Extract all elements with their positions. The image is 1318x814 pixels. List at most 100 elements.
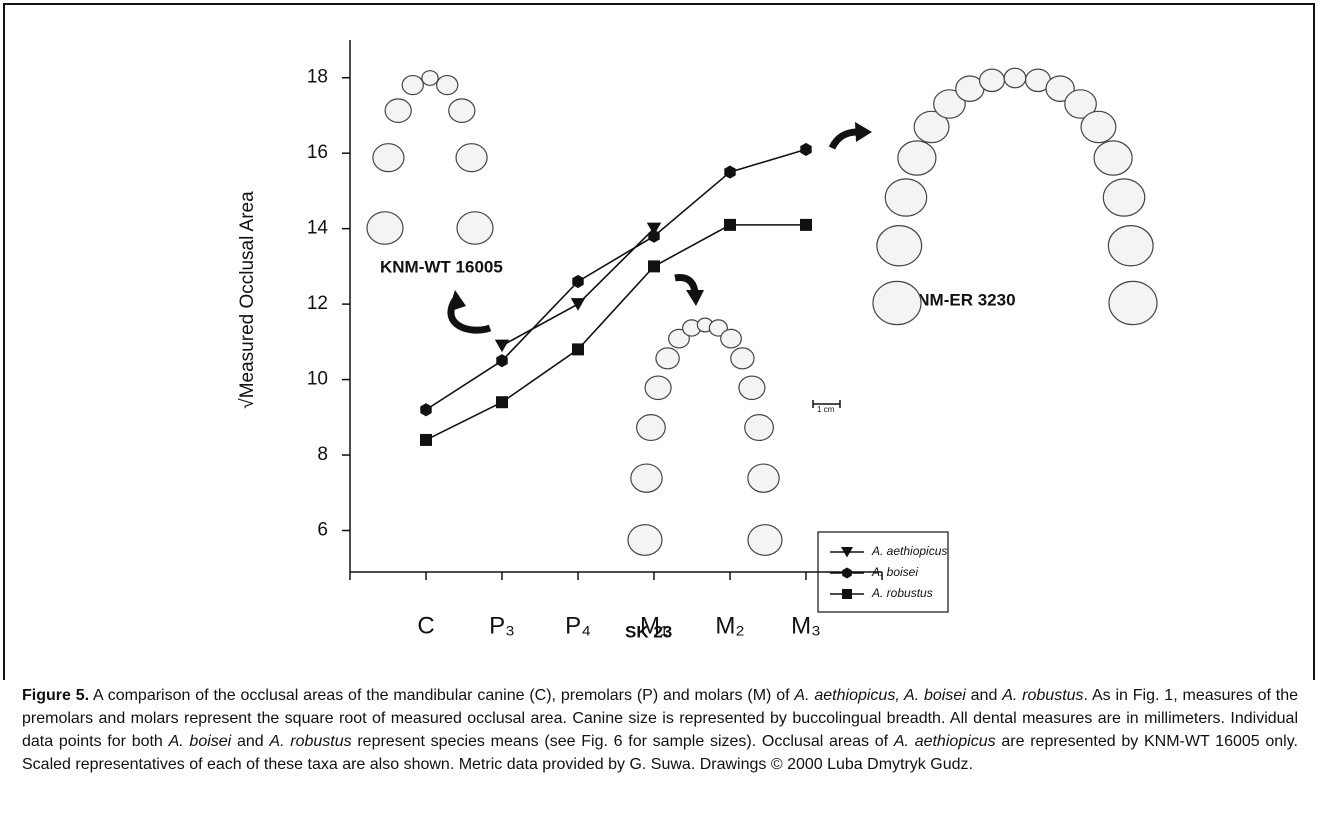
- y-tick-label: 10: [307, 369, 328, 390]
- annotation: SK 23: [625, 622, 672, 641]
- x-tick-label: M₁: [640, 612, 668, 639]
- legend-label: A. robustus: [871, 586, 933, 600]
- marker: [724, 218, 736, 231]
- tooth-drawing: [1064, 89, 1097, 119]
- marker: [648, 229, 660, 243]
- tooth-drawing: [401, 74, 424, 96]
- figure-frame: [3, 3, 1315, 680]
- x-tick-label: M₃: [791, 612, 821, 639]
- caption-text: A. aethiopicus: [893, 733, 996, 750]
- tooth-drawing: [1107, 225, 1154, 267]
- y-axis-label: √Measured Occlusal Area: [237, 191, 258, 409]
- marker: [572, 343, 584, 356]
- legend-label: A. aethiopicus: [871, 544, 947, 558]
- tooth-drawing: [668, 328, 690, 349]
- tooth-drawing: [366, 211, 404, 245]
- tooth-drawing: [708, 319, 728, 337]
- caption-text: and: [965, 687, 1003, 704]
- y-tick-label: 6: [317, 520, 328, 541]
- series-line: [425, 224, 806, 441]
- tooth-drawing: [720, 328, 742, 349]
- marker: [496, 396, 508, 409]
- tooth-drawing: [1080, 110, 1117, 144]
- tooth-drawing: [372, 143, 405, 173]
- tooth-drawing: [1093, 140, 1133, 176]
- caption-text: A. boisei: [168, 733, 232, 750]
- caption-text: represent species means (see Fig. 6 for …: [351, 733, 894, 750]
- legend-marker: [841, 547, 853, 558]
- marker: [800, 218, 812, 231]
- annotation: 1 cm: [817, 405, 835, 414]
- tooth-drawing: [1102, 178, 1146, 217]
- x-tick-label: C: [417, 612, 434, 639]
- tooth-drawing: [436, 74, 459, 96]
- legend-label: A. boisei: [871, 565, 918, 579]
- marker: [496, 354, 508, 368]
- caption-text: are represented by KNM-WT 16005 only. Sc…: [22, 733, 1298, 773]
- x-tick-label: P₃: [489, 612, 515, 639]
- tooth-drawing: [1003, 67, 1027, 89]
- tooth-drawing: [630, 463, 663, 493]
- tooth-drawing: [876, 225, 923, 267]
- tooth-drawing: [913, 110, 950, 144]
- arrow-head: [448, 290, 466, 312]
- caption-label: Figure 5.: [22, 687, 90, 704]
- arrow: [828, 128, 859, 150]
- y-tick-label: 14: [307, 218, 329, 239]
- tooth-drawing: [897, 140, 937, 176]
- tooth-drawing: [933, 89, 966, 119]
- legend-marker: [842, 589, 852, 599]
- tooth-drawing: [421, 70, 439, 86]
- marker: [420, 433, 432, 446]
- caption-text: . As in Fig. 1, measures of the premolar…: [22, 687, 1299, 750]
- caption-text: A comparison of the occlusal areas of th…: [89, 687, 795, 704]
- tooth-drawing: [884, 178, 928, 217]
- tooth-drawing: [448, 98, 476, 123]
- y-tick-label: 18: [307, 67, 328, 88]
- annotation: KNM-ER 3230: [905, 290, 1016, 309]
- marker: [572, 274, 584, 289]
- y-tick-label: 16: [307, 142, 328, 163]
- y-tick-label: 8: [317, 444, 328, 465]
- marker: [800, 142, 812, 157]
- tooth-drawing: [747, 463, 780, 493]
- x-tick-label: M₂: [715, 612, 744, 639]
- tooth-drawing: [747, 524, 783, 556]
- caption: Figure 5. A comparison of the occlusal a…: [22, 684, 1298, 776]
- caption-text: A. robustus: [269, 733, 352, 750]
- tooth-drawing: [730, 347, 755, 370]
- legend-box: [817, 531, 949, 613]
- x-tick-label: P₄: [565, 612, 591, 639]
- tooth-drawing: [644, 375, 672, 401]
- tooth-drawing: [872, 280, 922, 326]
- marker: [648, 260, 660, 273]
- marker: [570, 298, 586, 311]
- tooth-drawing: [744, 414, 774, 442]
- scale-bar: [812, 400, 841, 408]
- marker: [494, 339, 510, 353]
- marker: [646, 222, 662, 236]
- marker: [724, 165, 736, 179]
- tooth-drawing: [384, 98, 412, 123]
- y-tick-label: 12: [307, 293, 328, 314]
- tooth-drawing: [655, 347, 680, 370]
- chart: √Measured Occlusal Area KNM-WT 16005 KNM…: [3, 3, 1315, 680]
- caption-text: A. aethiopicus, A. boisei: [794, 687, 966, 704]
- tooth-drawing: [978, 68, 1006, 93]
- arrow-head: [686, 290, 704, 306]
- legend-marker: [842, 567, 852, 579]
- series-line: [425, 148, 807, 411]
- tooth-drawing: [455, 143, 488, 173]
- tooth-drawing: [1108, 280, 1158, 326]
- tooth-drawing: [636, 414, 666, 442]
- tooth-drawing: [627, 524, 663, 556]
- caption-text: and: [231, 733, 270, 750]
- marker: [420, 403, 432, 417]
- tooth-drawing: [456, 211, 494, 245]
- annotation: KNM-WT 16005: [380, 257, 503, 276]
- tooth-drawing: [1045, 75, 1075, 102]
- arrow-head: [855, 122, 872, 142]
- tooth-drawing: [738, 375, 766, 401]
- caption-text: A. robustus: [1002, 687, 1084, 704]
